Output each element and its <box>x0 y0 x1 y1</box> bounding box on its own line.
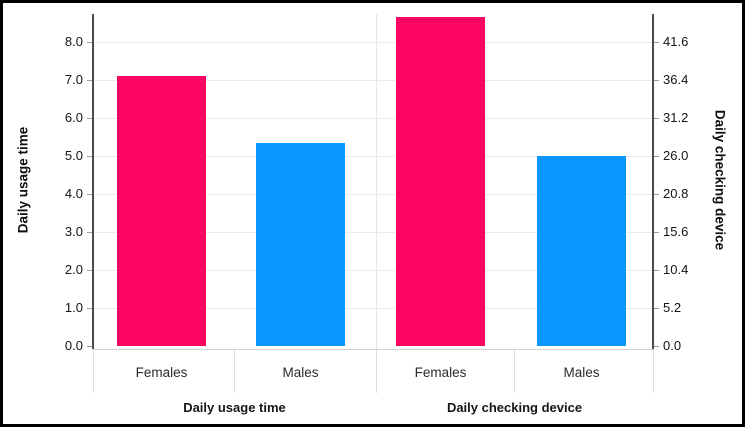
left-axis-tick <box>87 308 93 309</box>
right-axis-title: Daily checking device <box>712 109 728 251</box>
left-axis-tick <box>87 156 93 157</box>
right-axis-tick-label: 5.2 <box>663 300 682 315</box>
category-label: Males <box>282 365 319 380</box>
gridline <box>93 42 653 43</box>
category-boundary-line <box>514 349 515 393</box>
right-axis-tick-label: 41.6 <box>663 34 689 49</box>
right-axis-line <box>652 14 654 349</box>
gridline <box>93 80 653 81</box>
category-boundary-line <box>234 349 235 393</box>
left-axis-title: Daily usage time <box>15 126 31 234</box>
left-axis-tick <box>87 232 93 233</box>
x-axis-line <box>93 349 653 350</box>
right-axis-tick <box>653 194 659 195</box>
right-axis-tick <box>653 118 659 119</box>
left-axis-tick <box>87 194 93 195</box>
group-label: Daily checking device <box>446 400 583 415</box>
gridline <box>93 156 653 157</box>
right-axis-tick-label: 10.4 <box>663 262 689 277</box>
gridline <box>93 308 653 309</box>
left-axis-tick <box>87 118 93 119</box>
right-axis-tick-label: 26.0 <box>663 148 689 163</box>
left-axis-tick <box>87 270 93 271</box>
right-axis-tick <box>653 80 659 81</box>
left-axis-tick-label: 3.0 <box>64 224 83 239</box>
bar-daily-checking-device-females <box>396 17 485 346</box>
gridline <box>93 270 653 271</box>
left-axis-tick <box>87 80 93 81</box>
right-axis-tick <box>653 42 659 43</box>
right-axis-tick <box>653 156 659 157</box>
category-boundary-line <box>653 349 654 393</box>
right-axis-tick <box>653 308 659 309</box>
bar-daily-usage-time-females <box>117 76 206 346</box>
right-axis-tick <box>653 270 659 271</box>
category-label: Males <box>563 365 600 380</box>
gridline <box>93 118 653 119</box>
left-axis-tick-label: 5.0 <box>64 148 83 163</box>
right-axis-tick-label: 15.6 <box>663 224 689 239</box>
category-boundary-line <box>376 349 377 393</box>
left-axis-tick <box>87 346 93 347</box>
left-axis-tick-label: 4.0 <box>64 186 83 201</box>
left-axis-tick-label: 0.0 <box>64 338 83 353</box>
right-axis-tick-label: 0.0 <box>663 338 682 353</box>
left-axis-tick <box>87 42 93 43</box>
left-axis-tick-label: 2.0 <box>64 262 83 277</box>
category-boundary-line <box>93 349 94 393</box>
bar-daily-usage-time-males <box>256 142 345 346</box>
gridline <box>93 232 653 233</box>
right-axis-tick <box>653 346 659 347</box>
gridline <box>93 194 653 195</box>
left-axis-line <box>92 14 94 349</box>
right-axis-tick <box>653 232 659 233</box>
left-axis-tick-label: 6.0 <box>64 110 83 125</box>
left-axis-tick-label: 8.0 <box>64 34 83 49</box>
bar-daily-checking-device-males <box>537 156 626 346</box>
right-axis-tick-label: 31.2 <box>663 110 689 125</box>
category-label: Females <box>135 365 188 380</box>
right-axis-tick-label: 20.8 <box>663 186 689 201</box>
group-label: Daily usage time <box>183 400 286 415</box>
group-separator-line <box>376 14 377 349</box>
category-label: Females <box>414 365 467 380</box>
left-axis-tick-label: 7.0 <box>64 72 83 87</box>
right-axis-tick-label: 36.4 <box>663 72 689 87</box>
left-axis-tick-label: 1.0 <box>64 300 83 315</box>
